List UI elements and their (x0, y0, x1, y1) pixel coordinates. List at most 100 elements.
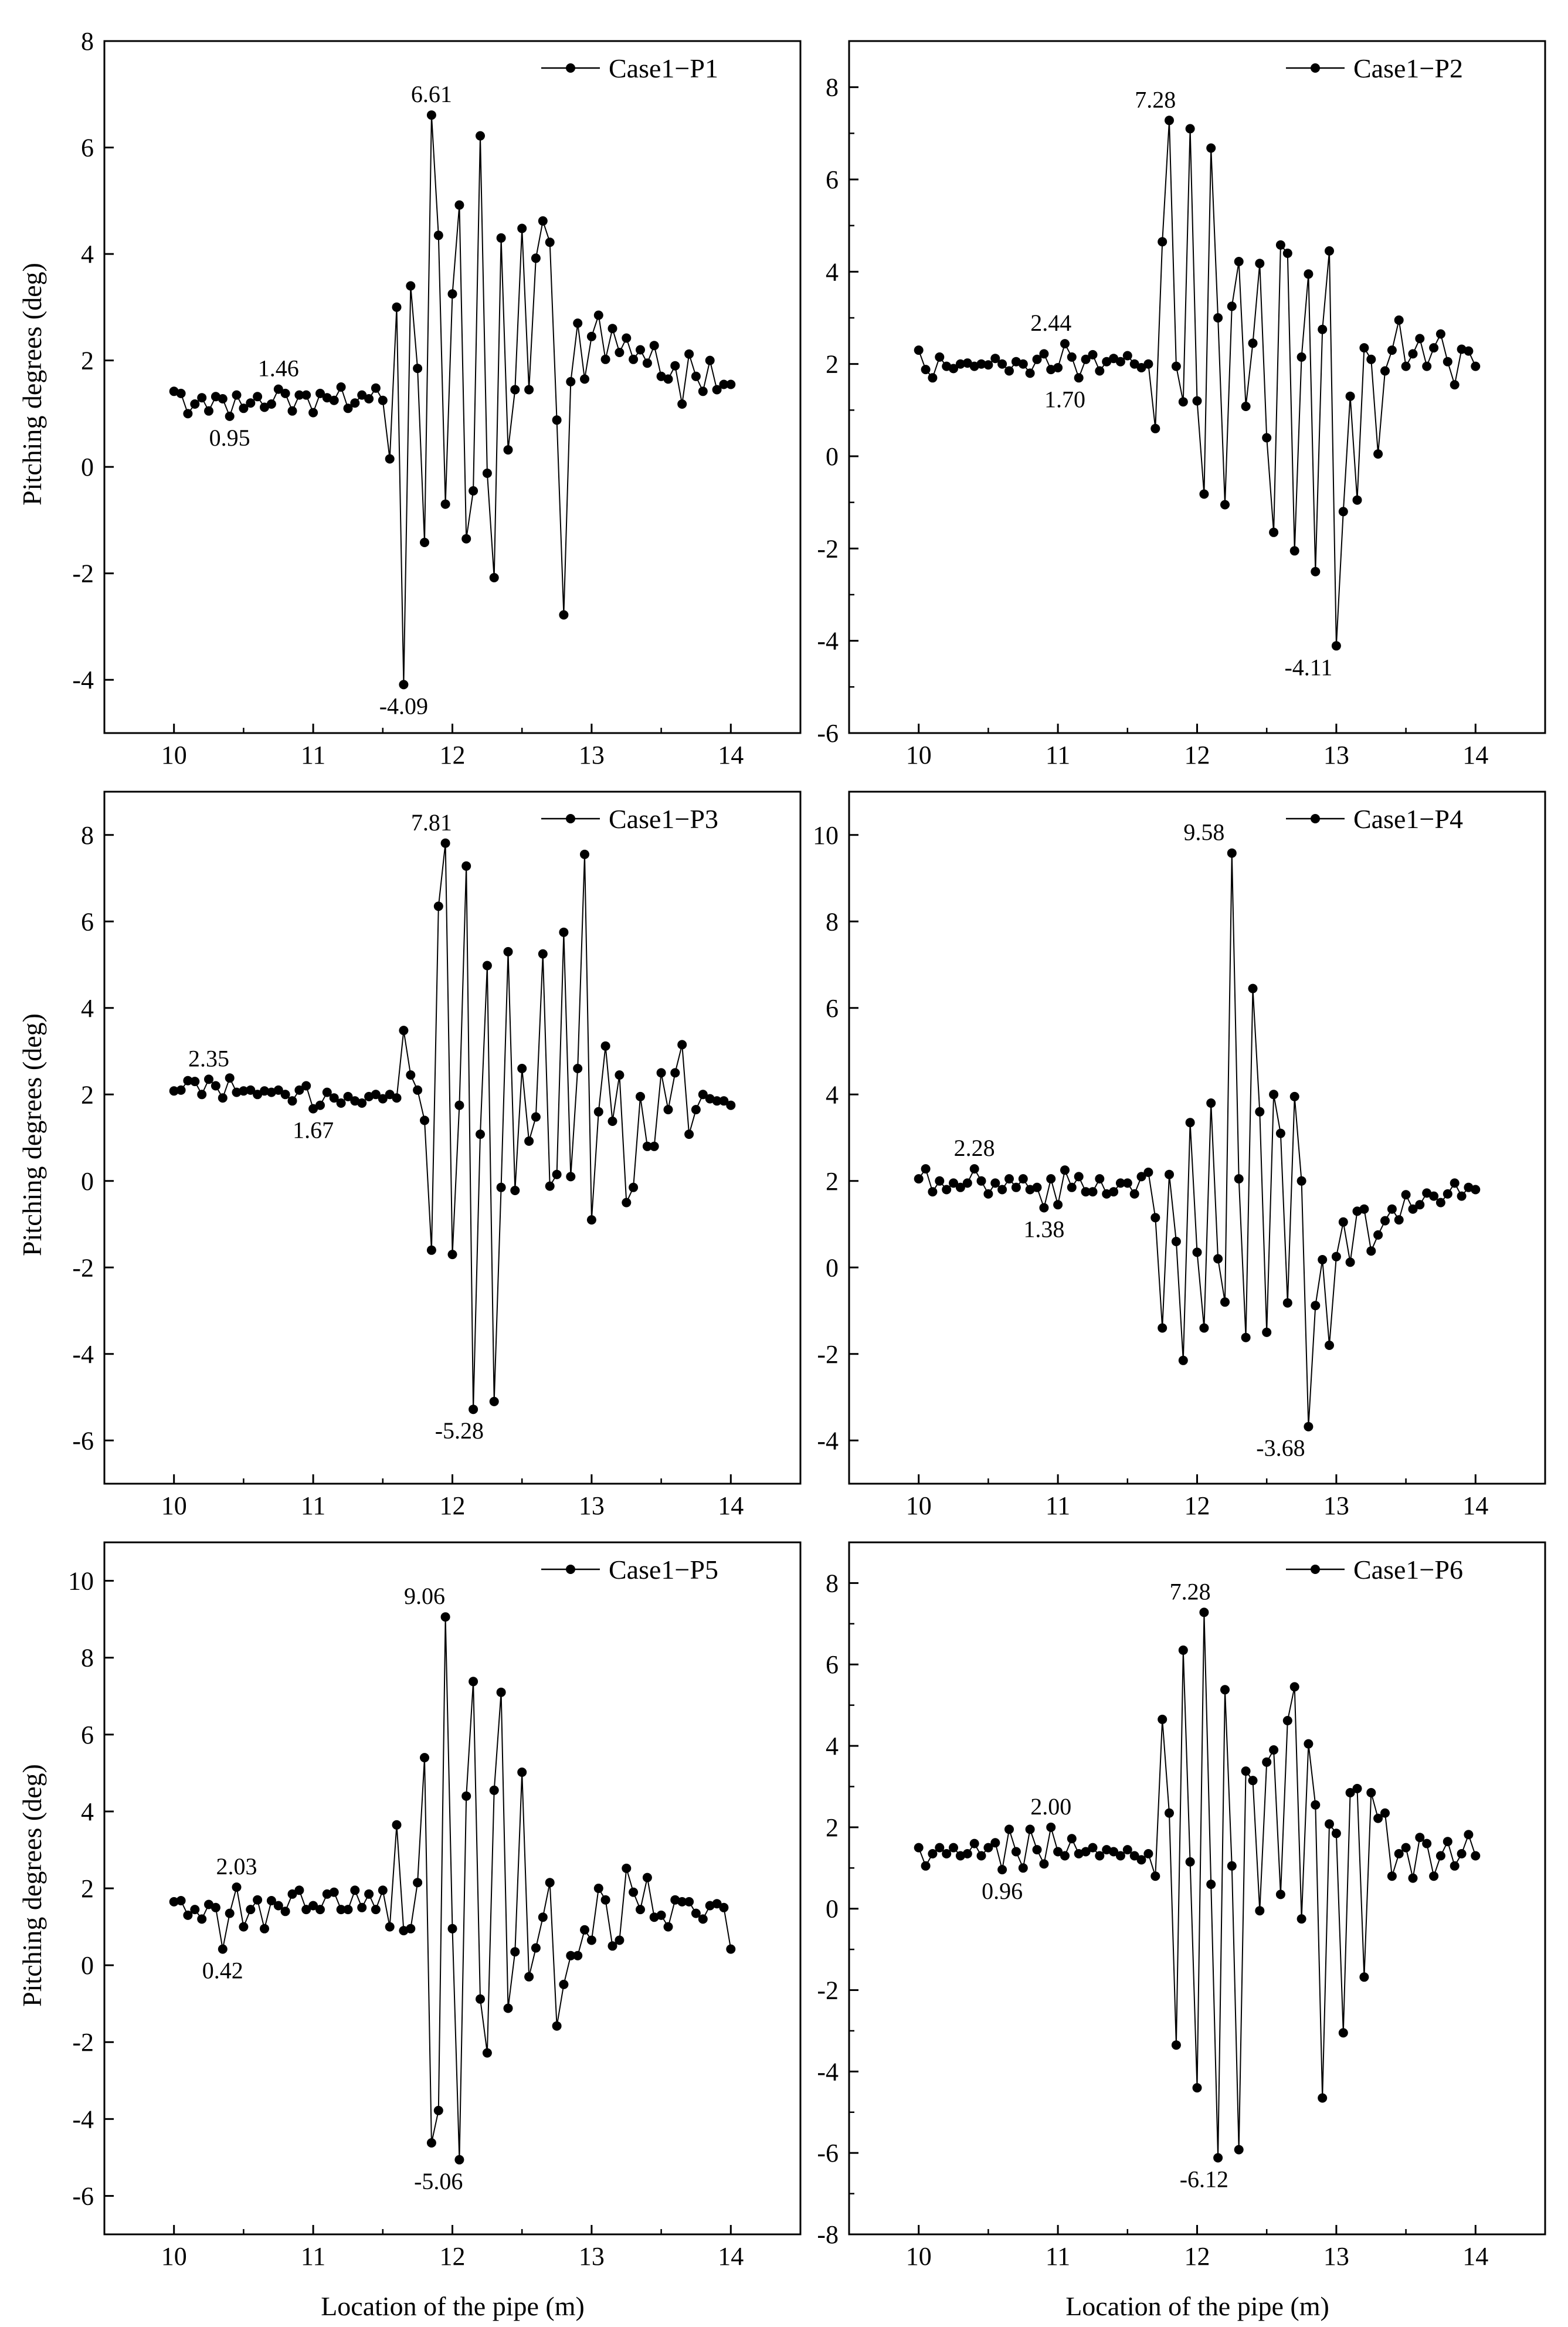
data-point (935, 1176, 945, 1186)
data-point (1150, 1871, 1160, 1881)
data-point (343, 1905, 353, 1915)
data-point (1401, 1190, 1411, 1200)
legend-label: Case1−P6 (1353, 1555, 1463, 1585)
y-tick-label: 2 (826, 350, 839, 379)
data-point (294, 1085, 304, 1095)
data-point (433, 901, 443, 911)
data-label: 2.44 (1030, 310, 1071, 336)
data-point (1039, 349, 1049, 359)
y-tick-label: 6 (81, 1721, 94, 1749)
data-point (1115, 1851, 1125, 1861)
y-tick-label: 2 (826, 1167, 839, 1196)
legend-marker (566, 63, 575, 73)
data-point (336, 1905, 346, 1915)
data-point (983, 1189, 993, 1199)
y-tick-label: 2 (81, 1874, 94, 1903)
x-tick-label: 10 (906, 1491, 932, 1520)
data-point (670, 1068, 680, 1078)
data-point (1004, 1174, 1014, 1184)
data-point (1304, 269, 1314, 279)
data-point (1255, 1906, 1265, 1916)
data-point (510, 1947, 520, 1957)
data-point (1275, 1128, 1285, 1138)
data-point (260, 1086, 269, 1096)
y-tick-label: 6 (826, 165, 839, 194)
data-point (1011, 1182, 1021, 1192)
data-point (1004, 1824, 1014, 1834)
data-point (1032, 1182, 1042, 1192)
data-point (1415, 1833, 1425, 1843)
data-point (636, 1905, 645, 1915)
data-label: -5.28 (435, 1417, 484, 1444)
x-axis-title-left: Location of the pipe (m) (321, 2291, 585, 2321)
data-point (211, 1081, 220, 1091)
data-point (420, 1115, 429, 1125)
data-point (476, 131, 485, 141)
data-label: 1.38 (1023, 1216, 1064, 1242)
data-point (1004, 366, 1014, 376)
data-point (1450, 1178, 1460, 1188)
data-point (1115, 1178, 1125, 1188)
y-tick-label: -4 (72, 1340, 94, 1369)
data-point (1088, 350, 1098, 359)
y-tick-label: 0 (826, 1895, 839, 1924)
y-tick-label: -6 (817, 719, 839, 748)
data-point (1289, 1091, 1299, 1101)
data-point (955, 1182, 965, 1192)
data-point (1269, 527, 1279, 537)
data-point (1046, 1822, 1056, 1832)
data-point (1464, 1830, 1474, 1840)
data-point (1269, 1090, 1279, 1100)
data-point (1136, 1172, 1146, 1182)
data-point (1025, 1824, 1035, 1834)
data-point (545, 1181, 555, 1191)
data-point (1282, 248, 1292, 258)
x-tick-label: 13 (1323, 1491, 1349, 1520)
data-point (1352, 495, 1362, 505)
data-point (190, 1905, 200, 1915)
x-tick-label: 13 (579, 741, 605, 769)
data-point (440, 1612, 450, 1622)
x-tick-label: 12 (440, 1491, 466, 1520)
data-point (461, 1791, 471, 1801)
data-point (663, 374, 673, 384)
data-point (1220, 1297, 1230, 1307)
data-point (204, 1899, 213, 1909)
y-tick-label: 2 (826, 1813, 839, 1842)
data-point (1158, 1714, 1167, 1724)
y-tick-label: -4 (817, 1426, 839, 1455)
data-point (524, 1972, 534, 1982)
data-point (1185, 1857, 1195, 1867)
data-point (197, 393, 207, 403)
y-tick-label: 2 (81, 1080, 94, 1109)
data-point (1262, 433, 1272, 443)
x-tick-label: 11 (1046, 741, 1070, 769)
data-point (1435, 1851, 1445, 1861)
data-point (691, 1105, 701, 1115)
data-point (1422, 1838, 1432, 1848)
data-point (413, 1878, 423, 1888)
data-point (921, 365, 931, 375)
data-label: -5.06 (414, 2168, 463, 2194)
data-point (1331, 1829, 1341, 1838)
data-point (649, 341, 659, 351)
y-tick-label: 8 (826, 907, 839, 936)
chart-panel-2: 10 11 12 13 14 -6 -4 -2 0 2 4 6 8 7.28 -4.11 2.44 1.70 Ca… (817, 40, 1546, 769)
data-point (1450, 1861, 1460, 1871)
y-tick-label: 6 (81, 907, 94, 936)
data-point (566, 1172, 576, 1182)
data-point (1304, 1422, 1314, 1432)
legend-marker (1311, 814, 1320, 823)
data-point (1178, 1645, 1188, 1655)
data-point (1275, 240, 1285, 250)
data-point (385, 1922, 395, 1932)
data-label: 6.61 (411, 81, 452, 107)
data-point (1178, 397, 1188, 407)
data-point (580, 849, 589, 859)
chart-panel-1: 10 11 12 13 14 -4 -2 0 2 4 6 8 6.61 -4.09 1.46 0.95 Case… (72, 27, 802, 769)
data-point (622, 1198, 632, 1207)
data-point (1129, 1851, 1139, 1861)
data-point (1311, 1800, 1321, 1810)
data-point (1318, 324, 1328, 334)
x-tick-label: 13 (579, 2242, 605, 2271)
